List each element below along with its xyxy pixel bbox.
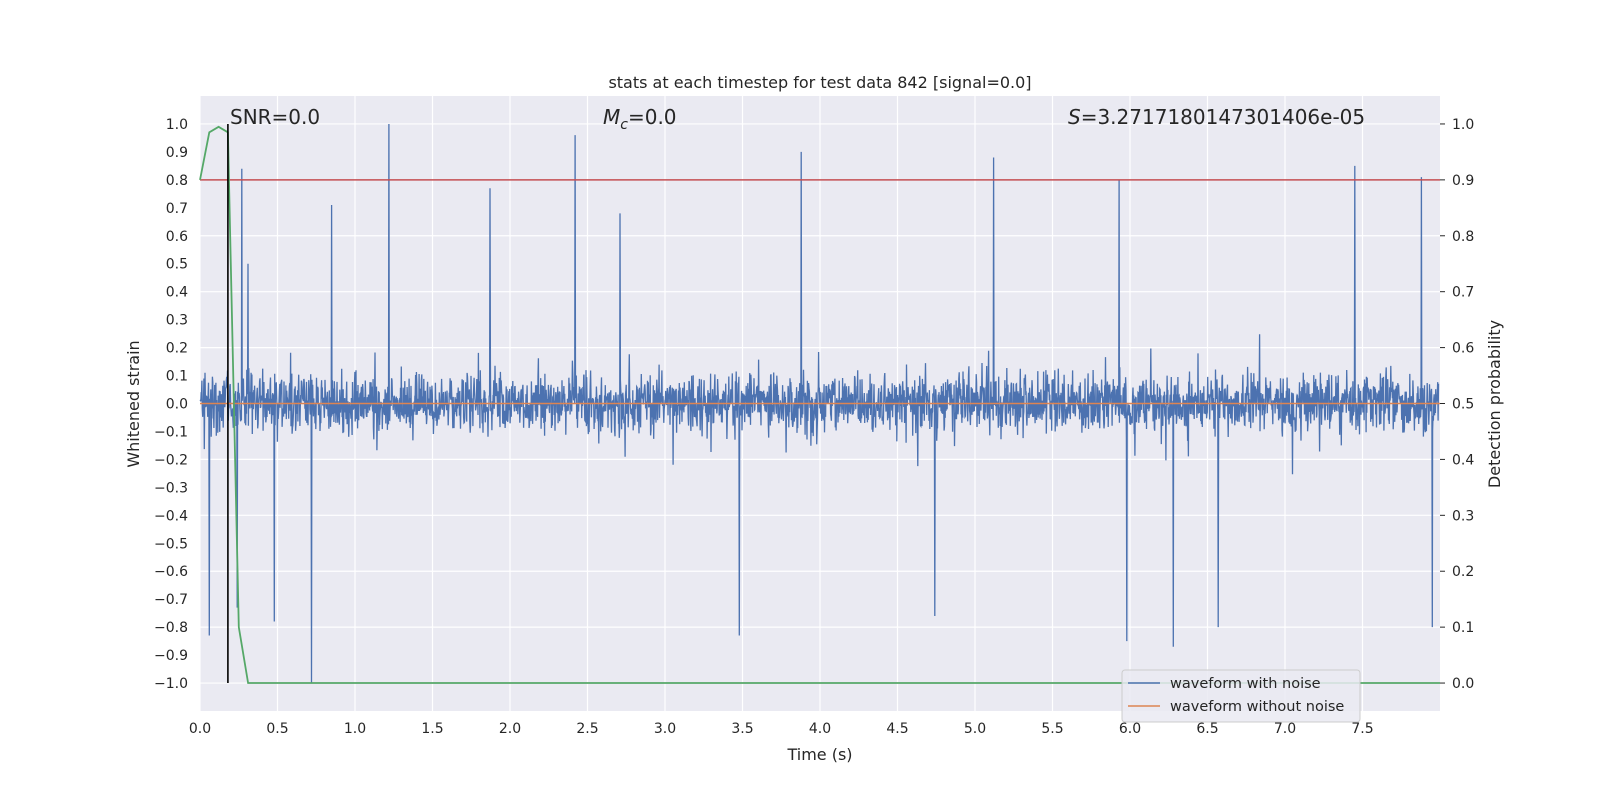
statistic-annotation: S=3.2717180147301406e-05	[1068, 105, 1365, 129]
x-tick-label: 4.0	[809, 721, 831, 737]
x-tick-label: 6.0	[1119, 721, 1141, 737]
x-tick-label: 3.0	[654, 721, 676, 737]
y2-tick-label: 0.1	[1452, 620, 1474, 636]
x-tick-label: 7.5	[1351, 721, 1373, 737]
legend-label-clean: waveform without noise	[1170, 699, 1344, 715]
y-tick-label: −0.6	[154, 564, 188, 580]
series-waveform-with-noise	[199, 123, 1440, 684]
chirp-mass-symbol: M	[603, 105, 620, 129]
x-tick-label: 5.0	[964, 721, 986, 737]
snr-annotation: SNR=0.0	[230, 105, 320, 129]
x-tick-label: 3.5	[731, 721, 753, 737]
y-tick-label: 0.8	[166, 173, 188, 189]
x-tick-label: 7.0	[1274, 721, 1296, 737]
data-layer	[199, 123, 1440, 684]
x-tick-label: 6.5	[1196, 721, 1218, 737]
y-tick-label: −0.1	[154, 424, 188, 440]
y2-tick-label: 0.0	[1452, 676, 1474, 692]
y-tick-label: 0.6	[166, 229, 188, 245]
y-tick-label: 0.5	[166, 257, 188, 273]
y2-tick-label: 0.6	[1452, 341, 1474, 357]
tick-labels: 0.0 0.5 1.0 1.5 2.0 2.5 3.0 3.5 4.0 4.5 5.0 5.5 6.0 6…	[154, 117, 1474, 737]
y-tick-label: 0.3	[166, 313, 188, 329]
y-tick-label: −0.2	[154, 452, 188, 468]
y-tick-label: −0.3	[154, 480, 188, 496]
y2-tick-label: 1.0	[1452, 117, 1474, 133]
y-tick-label: 0.0	[166, 397, 188, 413]
y-tick-label: −1.0	[154, 676, 188, 692]
statistic-value: =3.2717180147301406e-05	[1081, 105, 1365, 129]
y-tick-label: 0.4	[166, 285, 188, 301]
y-tick-label: −0.9	[154, 648, 188, 664]
statistic-symbol: S	[1068, 105, 1081, 129]
x-tick-label: 1.0	[344, 721, 366, 737]
y2-tick-label: 0.8	[1452, 229, 1474, 245]
x-tick-label: 2.0	[499, 721, 521, 737]
x-tick-label: 0.0	[189, 721, 211, 737]
chart-title: stats at each timestep for test data 842…	[608, 73, 1031, 92]
y2-axis-label: Detection probability	[1485, 320, 1504, 488]
chirp-mass-annotation: Mc=0.0	[603, 105, 677, 133]
legend-box	[1121, 669, 1361, 723]
x-tick-label: 5.5	[1041, 721, 1063, 737]
x-tick-label: 1.5	[421, 721, 443, 737]
y-tick-label: −0.4	[154, 508, 188, 524]
x-tick-label: 0.5	[266, 721, 288, 737]
y2-tick-label: 0.3	[1452, 508, 1474, 524]
x-tick-label: 2.5	[576, 721, 598, 737]
y-axis-label: Whitened strain	[124, 340, 143, 467]
y-tick-label: 0.7	[166, 201, 188, 217]
y2-tick-label: 0.5	[1452, 397, 1474, 413]
y-tick-label: 0.1	[166, 369, 188, 385]
x-axis-label: Time (s)	[786, 745, 852, 764]
y2-tick-label: 0.2	[1452, 564, 1474, 580]
y-tick-label: −0.8	[154, 620, 188, 636]
chirp-mass-value: =0.0	[628, 105, 677, 129]
y2-tick-label: 0.7	[1452, 285, 1474, 301]
x-tick-label: 4.5	[886, 721, 908, 737]
y-tick-label: −0.5	[154, 536, 188, 552]
y-tick-label: 1.0	[166, 117, 188, 133]
y-tick-label: 0.9	[166, 145, 188, 161]
y-tick-label: −0.7	[154, 592, 188, 608]
y2-tick-label: 0.9	[1452, 173, 1474, 189]
legend: waveform with noise waveform without noi…	[1121, 669, 1361, 723]
chirp-mass-subscript: c	[620, 117, 628, 133]
y-tick-label: 0.2	[166, 341, 188, 357]
legend-label-noise: waveform with noise	[1170, 676, 1321, 692]
y2-tick-label: 0.4	[1452, 452, 1474, 468]
